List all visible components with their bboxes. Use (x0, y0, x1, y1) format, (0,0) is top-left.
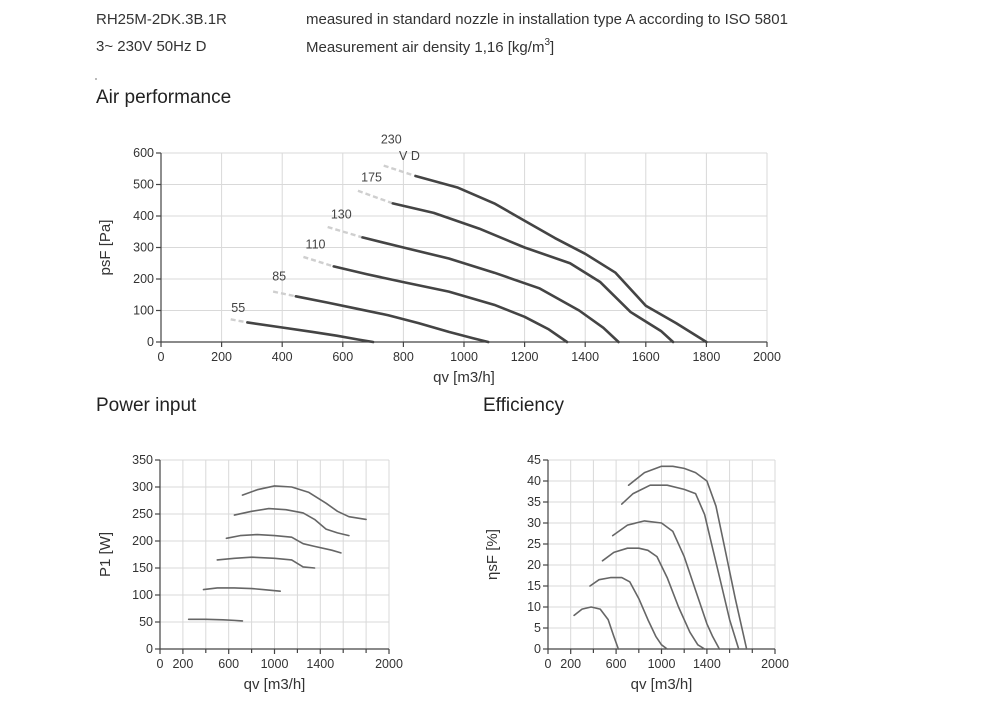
efficiency-x-axis-label: qv [m3/h] (631, 676, 693, 693)
power-x-axis-label: qv [m3/h] (244, 676, 306, 693)
power-series-0-line (187, 618, 244, 622)
air-series-110-extension (303, 255, 335, 268)
efficiency-ytick-label: 45 (527, 453, 541, 467)
air-ytick-label: 500 (133, 178, 154, 192)
air-series-110-label: 110 (306, 237, 326, 251)
air-x-axis-label: qv [m3/h] (433, 369, 495, 386)
efficiency-y-axis-label: ηsF [%] (484, 529, 501, 580)
air-series-55-label: 55 (231, 301, 245, 315)
power-xtick-label: 600 (218, 657, 239, 671)
efficiency-xtick-label: 1400 (693, 657, 721, 671)
air-xtick-label: 1400 (571, 350, 599, 364)
air-density: Measurement air density 1,16 [kg/m3] (306, 37, 555, 56)
efficiency-series-1-line (589, 576, 668, 650)
efficiency-ytick-label: 40 (527, 474, 541, 488)
air-xtick-label: 0 (158, 350, 165, 364)
efficiency-ytick-label: 20 (527, 558, 541, 572)
efficiency-xtick-label: 0 (545, 657, 552, 671)
efficiency-series-4-line (620, 484, 740, 650)
measurement-description: measured in standard nozzle in installat… (306, 11, 788, 28)
air-series-85-extension (272, 290, 297, 298)
efficiency-xtick-label: 1000 (648, 657, 676, 671)
air-density-text: Measurement air density 1,16 [kg/m (306, 39, 545, 56)
efficiency-xtick-label: 2000 (761, 657, 789, 671)
air-curve-annotation: V D (399, 149, 420, 163)
power-ytick-label: 350 (132, 453, 153, 467)
air-series-230-label: 230 (381, 133, 402, 147)
efficiency-ytick-label: 0 (534, 642, 541, 656)
efficiency-ytick-label: 35 (527, 495, 541, 509)
air-series-130-line (361, 236, 620, 344)
air-series-110-line (332, 265, 569, 344)
power-ytick-label: 200 (132, 534, 153, 548)
power-ytick-label: 150 (132, 561, 153, 575)
efficiency-ytick-label: 30 (527, 516, 541, 530)
air-series-85-label: 85 (272, 270, 286, 284)
supply-voltage: 3~ 230V 50Hz D (96, 38, 207, 55)
power-grid (159, 459, 390, 650)
power-series-4-line (233, 507, 350, 537)
efficiency-xtick-label: 200 (560, 657, 581, 671)
air-density-close: ] (550, 39, 555, 56)
air-series-230-extension (383, 164, 416, 178)
efficiency-xtick-label: 600 (606, 657, 627, 671)
air-ytick-label: 200 (133, 272, 154, 286)
efficiency-ytick-label: 25 (527, 537, 541, 551)
air-ytick-label: 300 (133, 241, 154, 255)
air-xtick-label: 600 (332, 350, 353, 364)
power-input-title: Power input (96, 395, 197, 416)
power-ytick-label: 100 (132, 588, 153, 602)
power-ytick-label: 300 (132, 480, 153, 494)
efficiency-series-5-line (627, 465, 748, 650)
air-performance-title: Air performance (96, 87, 232, 108)
power-ytick-label: 250 (132, 507, 153, 521)
power-series-3-line (225, 533, 342, 554)
efficiency-series-0-line (573, 606, 620, 650)
efficiency-series-2-line (601, 547, 706, 650)
air-series-175-label: 175 (361, 170, 382, 184)
power-y-axis-label: P1 [W] (97, 532, 114, 577)
air-xtick-label: 1800 (692, 350, 720, 364)
air-grid (160, 152, 768, 343)
air-ytick-label: 0 (147, 335, 154, 349)
power-series-5-line (241, 485, 367, 521)
efficiency-ytick-label: 15 (527, 579, 541, 593)
air-xtick-label: 2000 (753, 350, 781, 364)
efficiency-ytick-label: 10 (527, 600, 541, 614)
efficiency-series-3-line (611, 520, 721, 650)
efficiency-ytick-label: 5 (534, 621, 541, 635)
air-y-axis-label: psF [Pa] (97, 220, 114, 276)
air-series-85-line (294, 295, 490, 344)
air-ytick-label: 100 (133, 304, 154, 318)
air-ytick-label: 400 (133, 209, 154, 223)
power-xtick-label: 200 (172, 657, 193, 671)
air-xtick-label: 1200 (511, 350, 539, 364)
air-xtick-label: 1600 (632, 350, 660, 364)
power-xtick-label: 1000 (261, 657, 289, 671)
efficiency-title: Efficiency (483, 395, 564, 416)
power-xtick-label: 2000 (375, 657, 403, 671)
air-density-superscript: 3 (544, 37, 551, 48)
air-series-130-label: 130 (331, 208, 352, 222)
air-xtick-label: 800 (393, 350, 414, 364)
air-series-55-extension (230, 318, 248, 324)
air-xtick-label: 400 (272, 350, 293, 364)
air-series-175-line (391, 202, 675, 344)
power-series-2-line (216, 556, 316, 569)
air-ytick-label: 600 (133, 146, 154, 160)
model-number: RH25M-2DK.3B.1R (96, 11, 227, 28)
power-ytick-label: 0 (146, 642, 153, 656)
power-xtick-label: 1400 (306, 657, 334, 671)
power-xtick-label: 0 (157, 657, 164, 671)
air-xtick-label: 1000 (450, 350, 478, 364)
power-ytick-label: 50 (139, 615, 153, 629)
power-series-1-line (202, 587, 282, 593)
air-series-175-extension (357, 189, 394, 205)
air-series-230-line (414, 174, 708, 344)
air-series-130-extension (327, 225, 363, 239)
decorative-dot (95, 78, 97, 80)
air-xtick-label: 200 (211, 350, 232, 364)
air-series-55-line (246, 321, 375, 344)
